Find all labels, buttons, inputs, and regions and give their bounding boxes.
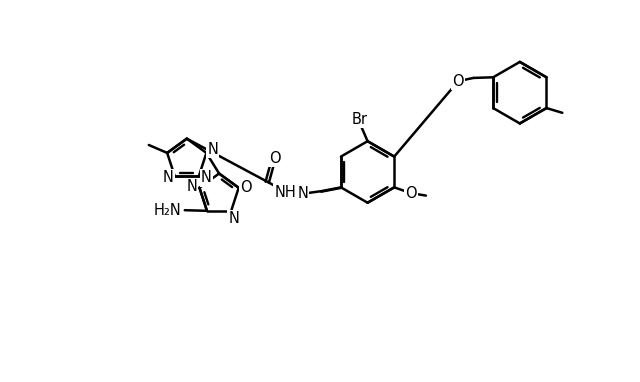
Text: N: N (207, 142, 218, 157)
Text: N: N (186, 179, 197, 194)
Text: O: O (269, 151, 281, 166)
Text: H₂N: H₂N (154, 203, 182, 218)
Text: N: N (228, 211, 239, 226)
Text: O: O (405, 186, 417, 201)
Text: NH: NH (275, 185, 296, 200)
Text: N: N (163, 170, 174, 185)
Text: O: O (452, 74, 464, 89)
Text: Br: Br (351, 112, 367, 127)
Text: N: N (201, 170, 212, 185)
Text: N: N (298, 186, 308, 201)
Text: O: O (241, 180, 252, 195)
